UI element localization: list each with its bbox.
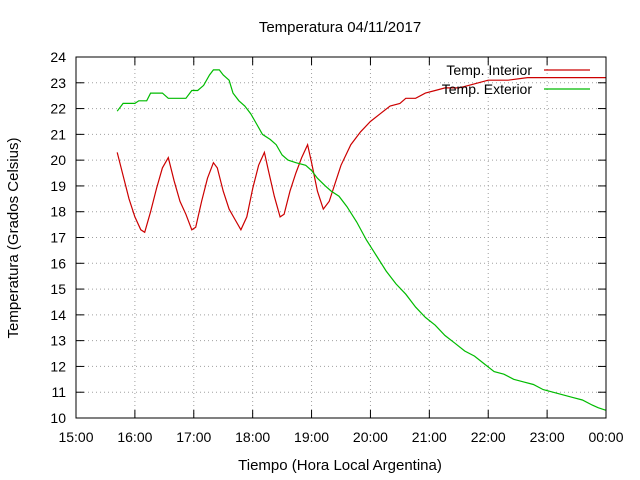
y-tick-label: 18 [50, 204, 66, 220]
y-tick-label: 14 [50, 307, 66, 323]
y-tick-label: 11 [51, 384, 66, 400]
y-tick-label: 10 [50, 410, 66, 426]
legend-label: Temp. Interior [446, 62, 532, 78]
legend: Temp. Interior Temp. Exterior [442, 62, 590, 97]
legend-label: Temp. Exterior [442, 81, 533, 97]
x-tick-label: 23:00 [530, 429, 565, 445]
axis-ticks: 10 11 12 13 14 15 16 17 18 19 20 21 22 23 24 15:00 16:00… [50, 49, 623, 445]
x-tick-label: 19:00 [294, 429, 329, 445]
y-tick-label: 21 [50, 126, 66, 142]
y-axis-label: Temperatura (Grados Celsius) [5, 138, 22, 339]
y-tick-label: 24 [50, 49, 66, 65]
y-tick-label: 20 [50, 152, 66, 168]
y-tick-label: 19 [50, 178, 66, 194]
y-tick-label: 17 [50, 230, 66, 246]
x-tick-label: 18:00 [235, 429, 270, 445]
y-tick-label: 15 [50, 281, 66, 297]
x-tick-label: 00:00 [588, 429, 623, 445]
chart-title: Temperatura 04/11/2017 [259, 19, 421, 36]
y-tick-label: 12 [50, 358, 66, 374]
series-line-interior [116, 76, 606, 234]
y-tick-label: 16 [50, 255, 66, 271]
x-tick-label: 22:00 [471, 429, 506, 445]
x-tick-label: 17:00 [176, 429, 211, 445]
x-tick-label: 20:00 [353, 429, 388, 445]
series-layer [116, 69, 607, 411]
x-tick-label: 21:00 [412, 429, 447, 445]
x-axis-label: Tiempo (Hora Local Argentina) [238, 457, 442, 474]
x-tick-label: 15:00 [58, 429, 93, 445]
x-tick-label: 16:00 [117, 429, 152, 445]
y-tick-label: 22 [50, 101, 66, 117]
grid-lines [76, 57, 606, 418]
series-line-exterior [116, 69, 607, 411]
y-tick-label: 23 [50, 75, 66, 91]
y-tick-label: 13 [50, 333, 66, 349]
